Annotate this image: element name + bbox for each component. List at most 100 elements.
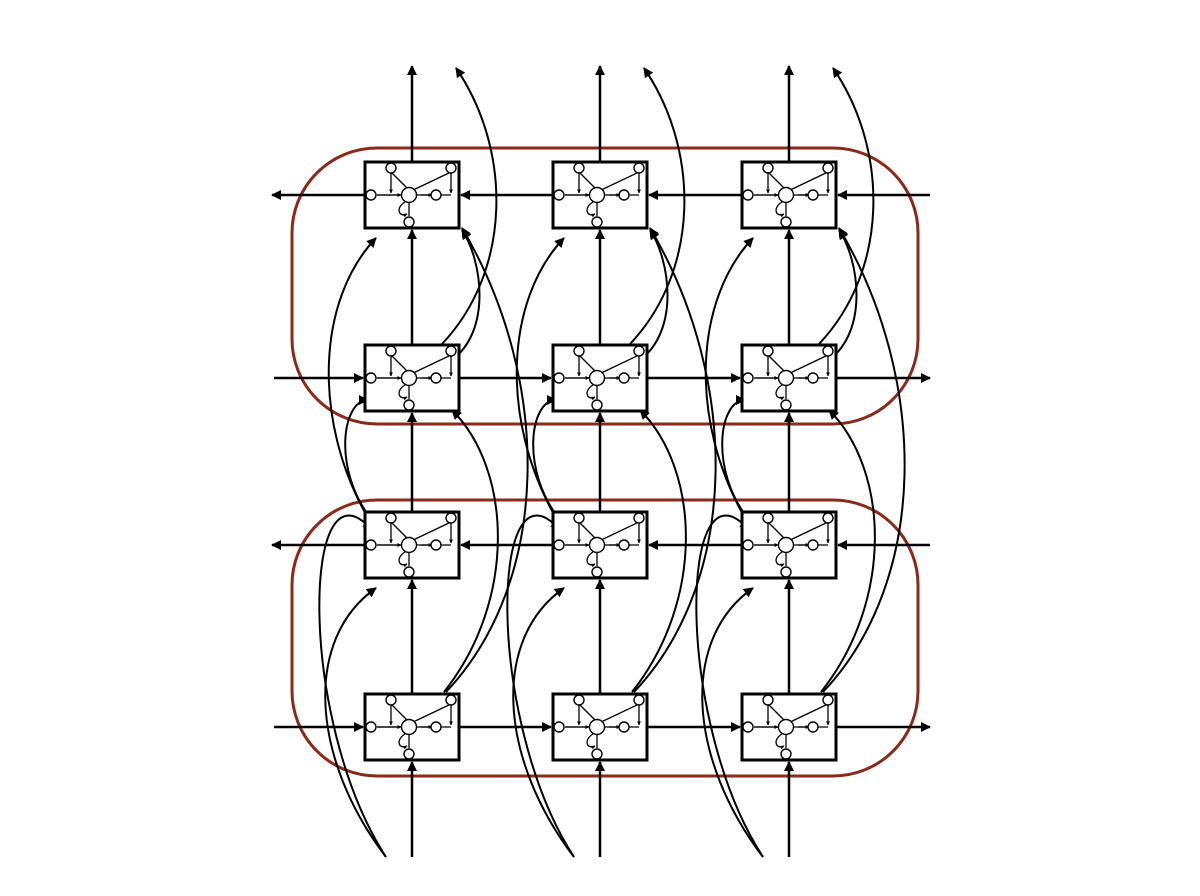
skip-connection <box>506 514 575 858</box>
memory-cell <box>551 510 649 580</box>
memory-cell <box>551 160 649 230</box>
input-gate <box>573 512 585 524</box>
output-gate <box>633 345 645 357</box>
layer-group-outline <box>290 146 920 426</box>
memory-cell <box>551 343 649 413</box>
input-unit <box>365 539 377 551</box>
input-unit <box>365 189 377 201</box>
forget-gate <box>591 216 603 228</box>
skip-connection <box>633 227 717 693</box>
input-gate <box>762 345 774 357</box>
self-recurrent-loop <box>775 384 785 401</box>
cell-wire <box>578 703 598 723</box>
cell-wire <box>408 354 452 376</box>
input-unit <box>365 372 377 384</box>
output-gate <box>633 512 645 524</box>
cell-state <box>400 718 418 736</box>
cell-wire <box>767 171 787 191</box>
output-gate-unit <box>807 721 819 733</box>
cell-state <box>777 186 795 204</box>
cell-wire <box>596 521 640 543</box>
input-unit <box>553 372 565 384</box>
skip-connection <box>818 67 875 345</box>
skip-connection <box>532 395 561 521</box>
cell-wire <box>390 171 410 191</box>
self-recurrent-loop <box>775 201 785 218</box>
cell-wire <box>596 171 640 193</box>
input-gate <box>385 694 397 706</box>
self-recurrent-loop <box>398 384 408 401</box>
output-gate-unit <box>618 189 630 201</box>
cell-state <box>777 369 795 387</box>
input-unit <box>742 372 754 384</box>
self-recurrent-loop <box>398 733 408 750</box>
forget-gate <box>591 399 603 411</box>
memory-cell <box>551 692 649 762</box>
output-gate <box>445 694 457 706</box>
forget-gate <box>403 566 415 578</box>
forget-gate <box>780 748 792 760</box>
skip-connection <box>443 409 499 693</box>
cell-wire <box>785 703 829 725</box>
forget-gate <box>780 216 792 228</box>
cell-wire <box>390 703 410 723</box>
skip-connection <box>631 409 687 693</box>
output-gate-unit <box>807 189 819 201</box>
skip-connection <box>344 395 373 521</box>
cell-wire <box>408 521 452 543</box>
forget-gate <box>403 748 415 760</box>
skip-connection <box>704 237 754 519</box>
output-gate-unit <box>430 539 442 551</box>
skip-connection <box>441 67 498 345</box>
forget-gate <box>403 399 415 411</box>
cell-wire <box>408 703 452 725</box>
cell-wire <box>390 521 410 541</box>
cell-state <box>588 186 606 204</box>
cell-wire <box>390 354 410 374</box>
self-recurrent-loop <box>775 551 785 568</box>
cell-state <box>400 536 418 554</box>
input-unit <box>742 721 754 733</box>
forget-gate <box>780 399 792 411</box>
cell-wire <box>596 703 640 725</box>
output-gate <box>633 694 645 706</box>
input-gate <box>385 512 397 524</box>
cell-wire <box>578 171 598 191</box>
cell-wire <box>767 521 787 541</box>
input-unit <box>742 189 754 201</box>
skip-connection <box>820 409 876 693</box>
skip-connection <box>515 237 565 519</box>
skip-connection <box>695 514 764 858</box>
forget-gate <box>591 566 603 578</box>
cell-wire <box>767 354 787 374</box>
input-gate <box>573 162 585 174</box>
input-unit <box>553 721 565 733</box>
skip-connection <box>451 229 481 361</box>
output-gate-unit <box>618 539 630 551</box>
skip-connection <box>445 227 529 693</box>
cell-state <box>777 718 795 736</box>
skip-connection <box>512 587 575 858</box>
output-gate <box>445 345 457 357</box>
output-gate <box>445 162 457 174</box>
output-gate <box>822 162 834 174</box>
skip-connection <box>822 227 906 693</box>
forget-gate <box>780 566 792 578</box>
self-recurrent-loop <box>398 201 408 218</box>
self-recurrent-loop <box>775 733 785 750</box>
output-gate-unit <box>807 372 819 384</box>
cell-wire <box>578 521 598 541</box>
output-gate <box>445 512 457 524</box>
memory-cell <box>363 160 461 230</box>
input-gate <box>573 694 585 706</box>
self-recurrent-loop <box>586 201 596 218</box>
memory-cell <box>740 692 838 762</box>
skip-connection <box>828 229 858 361</box>
input-gate <box>762 512 774 524</box>
cell-state <box>588 369 606 387</box>
output-gate <box>822 512 834 524</box>
memory-cell <box>363 510 461 580</box>
memory-cell <box>740 343 838 413</box>
input-unit <box>553 189 565 201</box>
cell-state <box>588 536 606 554</box>
